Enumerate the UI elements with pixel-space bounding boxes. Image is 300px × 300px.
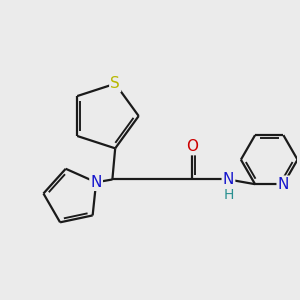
Text: N: N <box>90 175 102 190</box>
Text: S: S <box>110 76 120 91</box>
Text: O: O <box>186 139 198 154</box>
Text: H: H <box>223 188 234 202</box>
Text: N: N <box>278 177 289 192</box>
Text: N: N <box>223 172 234 187</box>
